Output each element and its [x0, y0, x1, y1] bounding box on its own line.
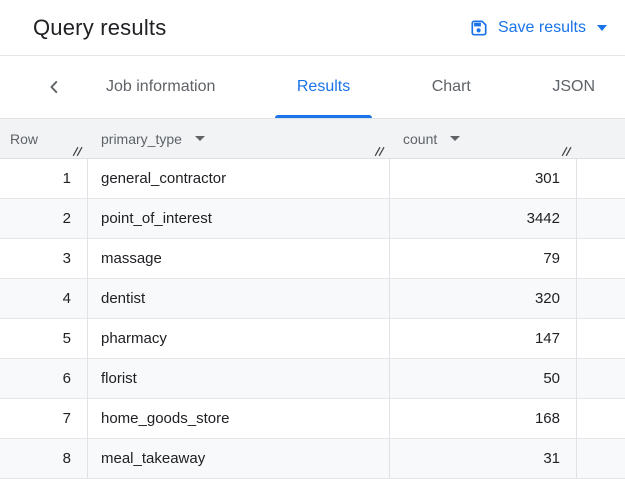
- cell-count: 79: [390, 239, 577, 278]
- results-header: Query results Save results: [0, 0, 625, 56]
- table-row: 8 meal_takeaway 31: [0, 439, 625, 479]
- save-results-label: Save results: [497, 18, 586, 36]
- cell-filler: [577, 199, 625, 238]
- cell-filler: [577, 359, 625, 398]
- column-header-row: Row: [0, 119, 88, 158]
- column-header-filler: [577, 119, 625, 158]
- cell-primary-type: home_goods_store: [88, 399, 390, 438]
- results-table: Row primary_type count: [0, 119, 625, 479]
- cell-count: 147: [390, 319, 577, 358]
- cell-primary-type: general_contractor: [88, 159, 390, 198]
- cell-count: 168: [390, 399, 577, 438]
- table-body: 1 general_contractor 301 2 point_of_interest…: [0, 159, 625, 479]
- cell-filler: [577, 159, 625, 198]
- cell-filler: [577, 239, 625, 278]
- cell-primary-type: florist: [88, 359, 390, 398]
- table-row: 1 general_contractor 301: [0, 159, 625, 199]
- save-dropdown-caret-icon: [597, 24, 607, 31]
- table-row: 2 point_of_interest 3442: [0, 199, 625, 239]
- cell-primary-type: massage: [88, 239, 390, 278]
- cell-row-number: 5: [0, 319, 88, 358]
- table-row: 5 pharmacy 147: [0, 319, 625, 359]
- cell-row-number: 1: [0, 159, 88, 198]
- cell-primary-type: meal_takeaway: [88, 439, 390, 478]
- count-menu-caret-icon[interactable]: [450, 136, 461, 141]
- column-header-primary-type: primary_type: [88, 119, 390, 158]
- cell-row-number: 4: [0, 279, 88, 318]
- cell-row-number: 6: [0, 359, 88, 398]
- table-row: 4 dentist 320: [0, 279, 625, 319]
- cell-count: 50: [390, 359, 577, 398]
- tab-chart[interactable]: Chart: [431, 78, 471, 95]
- cell-count: 3442: [390, 199, 577, 238]
- cell-primary-type: pharmacy: [88, 319, 390, 358]
- table-row: 3 massage 79: [0, 239, 625, 279]
- tab-json[interactable]: JSON: [552, 78, 595, 95]
- cell-filler: [577, 319, 625, 358]
- cell-row-number: 2: [0, 199, 88, 238]
- cell-filler: [577, 399, 625, 438]
- page-title: Query results: [33, 14, 167, 40]
- cell-count: 31: [390, 439, 577, 478]
- column-header-count: count: [390, 119, 577, 158]
- table-header-row: Row primary_type count: [0, 119, 625, 159]
- column-resize-handle[interactable]: [72, 146, 84, 157]
- column-header-primary-type-label: primary_type: [101, 130, 182, 147]
- cell-row-number: 7: [0, 399, 88, 438]
- table-row: 7 home_goods_store 168: [0, 399, 625, 439]
- back-button[interactable]: [40, 73, 68, 101]
- cell-count: 301: [390, 159, 577, 198]
- cell-count: 320: [390, 279, 577, 318]
- column-header-row-label: Row: [10, 130, 39, 147]
- chevron-left-icon: [43, 76, 65, 98]
- column-resize-handle[interactable]: [374, 146, 386, 157]
- cell-primary-type: point_of_interest: [88, 199, 390, 238]
- table-row: 6 florist 50: [0, 359, 625, 399]
- column-resize-handle[interactable]: [561, 146, 573, 157]
- tab-results[interactable]: Results: [273, 56, 374, 118]
- cell-filler: [577, 439, 625, 478]
- tab-list: Job information Results Chart JSON: [82, 56, 625, 118]
- save-icon: [469, 18, 489, 38]
- primary-type-menu-caret-icon[interactable]: [194, 136, 205, 141]
- cell-row-number: 8: [0, 439, 88, 478]
- cell-row-number: 3: [0, 239, 88, 278]
- results-tabbar: Job information Results Chart JSON: [0, 56, 625, 119]
- cell-filler: [577, 279, 625, 318]
- save-results-button[interactable]: Save results: [461, 12, 615, 44]
- tab-job-information[interactable]: Job information: [106, 78, 216, 95]
- column-header-count-label: count: [403, 130, 438, 147]
- cell-primary-type: dentist: [88, 279, 390, 318]
